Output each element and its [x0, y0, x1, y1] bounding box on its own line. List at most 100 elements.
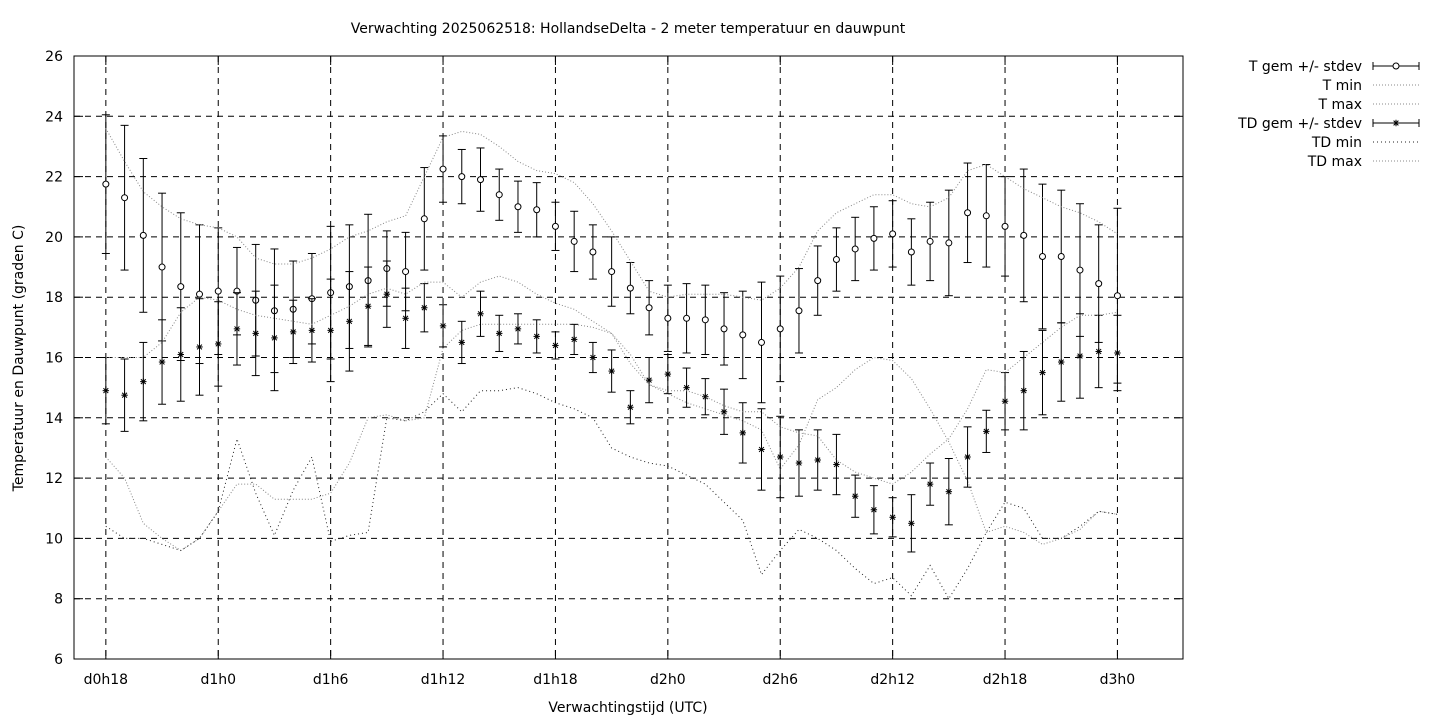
data-point	[776, 275, 785, 383]
series-line	[105, 275, 1118, 485]
point-marker	[140, 378, 147, 385]
point-marker	[364, 303, 372, 310]
data-point	[1075, 313, 1084, 399]
legend: T gem +/- stdev T min T max TD gem +/- stde…	[1237, 59, 1420, 170]
y-tick-label: 16	[45, 351, 63, 367]
point-marker	[964, 453, 971, 461]
data-point	[326, 278, 335, 383]
legend-label: TD min	[1311, 135, 1362, 151]
point-marker	[945, 239, 953, 247]
point-marker	[271, 334, 278, 342]
data-point	[645, 280, 654, 336]
point-marker	[870, 506, 878, 513]
data-point	[289, 299, 298, 365]
data-point	[513, 180, 522, 233]
data-point	[570, 323, 579, 355]
data-point	[813, 429, 822, 491]
data-point	[1057, 322, 1066, 402]
point-marker	[214, 287, 222, 295]
x-tick-label: d1h0	[200, 672, 236, 688]
x-tick-label: d2h6	[762, 672, 798, 688]
point-marker	[421, 304, 428, 311]
grid-lines	[74, 56, 1183, 659]
data-point	[832, 433, 841, 496]
data-point	[476, 290, 485, 337]
y-tick-label: 14	[45, 411, 63, 427]
point-marker	[1076, 352, 1084, 360]
point-marker	[139, 231, 147, 239]
point-marker	[701, 316, 709, 324]
data-point	[345, 271, 354, 372]
data-point	[551, 201, 560, 251]
legend-entry-t-gem-stdev: T gem +/- stdev	[1248, 59, 1420, 75]
x-tick-label: d1h6	[313, 672, 349, 688]
data-point	[1038, 183, 1047, 330]
x-tick-label: d0h18	[84, 672, 128, 688]
point-marker	[814, 277, 822, 285]
data-point	[701, 284, 710, 355]
point-marker	[889, 230, 897, 238]
point-marker	[420, 215, 428, 223]
data-point	[532, 319, 541, 354]
data-point	[270, 284, 279, 392]
point-marker	[1058, 358, 1065, 366]
point-marker	[177, 283, 185, 291]
data-point	[757, 408, 766, 491]
point-marker	[664, 314, 672, 322]
point-marker	[626, 284, 634, 292]
y-tick-label: 8	[54, 592, 63, 608]
data-point	[757, 281, 766, 404]
data-point	[963, 162, 972, 264]
data-point	[982, 164, 991, 268]
data-point	[570, 210, 579, 273]
legend-label: T max	[1317, 97, 1362, 113]
point-marker	[514, 325, 522, 333]
data-point	[794, 429, 803, 497]
point-marker	[776, 325, 784, 333]
legend-label: TD max	[1307, 154, 1362, 170]
data-point	[139, 158, 148, 313]
data-point	[588, 341, 597, 374]
data-point	[720, 292, 729, 366]
legend-entry-t-min: T min	[1322, 78, 1419, 94]
point-marker	[514, 203, 522, 211]
point-marker	[458, 173, 466, 181]
data-point	[888, 200, 897, 268]
point-marker	[327, 327, 334, 334]
data-point	[457, 320, 466, 365]
y-axis-ticks: 6 8 10 12 14 16 18 20 22 24 26	[45, 49, 1183, 668]
data-point	[1057, 189, 1066, 324]
point-marker	[702, 393, 709, 400]
point-marker	[945, 488, 953, 495]
point-marker	[121, 391, 128, 399]
data-point	[101, 114, 110, 254]
x-axis-label: Verwachtingstijd (UTC)	[548, 700, 707, 716]
data-point	[701, 378, 710, 416]
point-marker	[477, 310, 484, 317]
data-point	[682, 283, 691, 354]
data-point	[963, 426, 972, 488]
point-marker	[1001, 398, 1009, 405]
point-marker	[908, 520, 915, 527]
point-marker	[252, 330, 259, 337]
data-point	[1094, 314, 1103, 389]
data-point	[663, 353, 672, 395]
point-marker	[795, 307, 803, 315]
y-tick-label: 12	[45, 471, 63, 487]
point-marker	[533, 333, 540, 340]
point-marker	[795, 459, 803, 467]
data-point	[495, 314, 504, 352]
point-marker	[102, 180, 110, 188]
data-point	[645, 357, 654, 404]
data-point	[1019, 168, 1028, 303]
data-point	[401, 287, 410, 349]
data-point	[888, 497, 897, 538]
data-point	[382, 260, 391, 328]
x-tick-label: d2h18	[983, 672, 1027, 688]
point-marker	[308, 327, 316, 334]
point-marker	[926, 480, 934, 488]
point-marker	[851, 245, 859, 253]
point-marker	[739, 331, 747, 339]
point-marker	[158, 263, 166, 271]
data-point	[158, 192, 167, 342]
